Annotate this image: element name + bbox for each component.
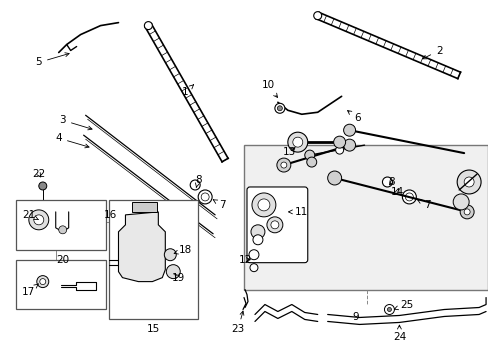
Circle shape <box>29 210 49 230</box>
Text: 4: 4 <box>55 133 89 148</box>
Circle shape <box>40 279 46 285</box>
Circle shape <box>402 190 415 204</box>
Circle shape <box>164 249 176 261</box>
Circle shape <box>270 221 278 229</box>
Bar <box>16 260 105 310</box>
Polygon shape <box>118 212 165 282</box>
Text: 17: 17 <box>22 284 38 297</box>
Circle shape <box>459 205 473 219</box>
Text: 20: 20 <box>56 255 69 265</box>
Text: 9: 9 <box>351 312 358 323</box>
Circle shape <box>405 193 412 201</box>
Text: 8: 8 <box>387 177 394 187</box>
Text: 2: 2 <box>422 45 442 59</box>
Text: 23: 23 <box>231 311 244 334</box>
Text: 3: 3 <box>59 115 92 130</box>
Text: 10: 10 <box>261 80 277 98</box>
Circle shape <box>39 182 47 190</box>
Circle shape <box>190 180 200 190</box>
Circle shape <box>343 139 355 151</box>
Circle shape <box>382 177 392 187</box>
Circle shape <box>250 225 264 239</box>
Text: 16: 16 <box>103 210 117 220</box>
Text: 11: 11 <box>288 207 308 217</box>
Circle shape <box>37 276 49 288</box>
Circle shape <box>274 103 285 113</box>
Text: 5: 5 <box>36 53 69 67</box>
Circle shape <box>452 194 468 210</box>
Circle shape <box>333 136 345 148</box>
Text: 8: 8 <box>195 175 201 188</box>
Text: 18: 18 <box>174 245 191 255</box>
Circle shape <box>249 264 258 272</box>
Circle shape <box>251 193 275 217</box>
Bar <box>108 200 198 319</box>
Circle shape <box>59 226 66 234</box>
Text: 13: 13 <box>283 147 296 157</box>
Bar <box>16 200 105 250</box>
Bar <box>244 145 487 289</box>
Text: 14: 14 <box>390 187 403 197</box>
Text: 6: 6 <box>347 111 360 123</box>
Circle shape <box>248 250 259 260</box>
Circle shape <box>266 217 282 233</box>
Circle shape <box>327 171 341 185</box>
Circle shape <box>280 162 286 168</box>
Text: 7: 7 <box>417 200 430 210</box>
Circle shape <box>463 177 473 187</box>
Circle shape <box>258 199 269 211</box>
Circle shape <box>386 307 390 311</box>
Circle shape <box>313 12 321 20</box>
Text: 7: 7 <box>213 200 225 210</box>
Circle shape <box>34 215 44 225</box>
Circle shape <box>306 157 316 167</box>
Text: 25: 25 <box>393 300 413 310</box>
Circle shape <box>343 124 355 136</box>
Text: 15: 15 <box>146 324 160 334</box>
Circle shape <box>304 150 314 160</box>
Circle shape <box>292 137 302 147</box>
Text: 22: 22 <box>32 169 45 179</box>
Text: 19: 19 <box>171 273 184 283</box>
Circle shape <box>287 132 307 152</box>
Circle shape <box>335 146 343 154</box>
Text: 12: 12 <box>238 255 251 265</box>
Circle shape <box>276 158 290 172</box>
Circle shape <box>144 22 152 30</box>
Circle shape <box>384 305 394 315</box>
Text: 24: 24 <box>392 325 405 342</box>
Circle shape <box>463 209 469 215</box>
Circle shape <box>277 106 282 111</box>
Text: 21: 21 <box>22 210 38 220</box>
Bar <box>132 202 157 212</box>
Circle shape <box>198 190 212 204</box>
Circle shape <box>456 170 480 194</box>
FancyBboxPatch shape <box>246 187 307 263</box>
Circle shape <box>166 265 180 279</box>
Circle shape <box>252 235 263 245</box>
Text: 1: 1 <box>182 85 193 97</box>
Circle shape <box>201 193 209 201</box>
